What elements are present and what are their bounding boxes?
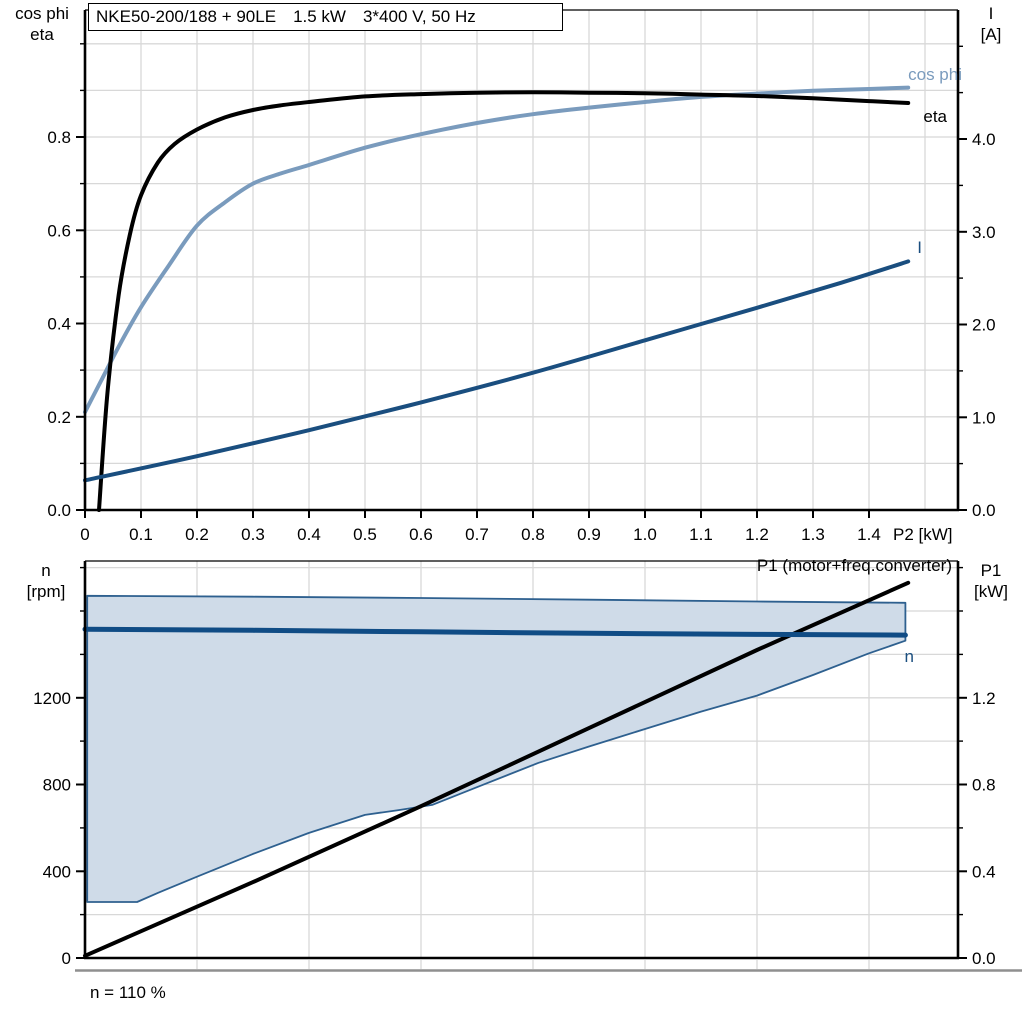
left-y-tick-label: 0.8 [47,128,71,147]
x-tick-label: 1.2 [745,525,769,544]
left-y-tick-label: 400 [43,862,71,881]
electrical-curves-chart: 0 0.1 0.2 0.3 0.4 0.5 0.6 0.7 0.8 0.9 1.0 1.1 1.2 1.3… [47,9,996,544]
left-y-tick-label: 0.0 [47,501,71,520]
x-tick-label: 0.6 [409,525,433,544]
x-tick-label: 0.9 [577,525,601,544]
right-y-tick-label: 1.2 [972,689,996,708]
p1-axis-title: P1 [980,561,1002,580]
bottom-right-axis-header: P1 [kW] [962,560,1020,602]
curve-cos-phi [83,85,911,415]
eta-axis-title: eta [30,25,54,44]
cos-phi-axis-title: cos phi [15,4,69,23]
right-y-tick-label: 2.0 [972,316,996,335]
x-tick-label: 0.5 [353,525,377,544]
left-y-tick-label: 0.4 [47,315,71,334]
current-axis-unit: [A] [980,25,1002,44]
right-y-tick-label: 4.0 [972,130,996,149]
x-tick-label: 1.0 [633,525,657,544]
top-right-axis-header: I [A] [962,3,1020,45]
x-tick-label: 0.7 [465,525,489,544]
right-y-tick-label: 0.0 [972,501,996,520]
speed-axis-unit: [rpm] [26,582,66,601]
x-axis-unit-label: P2 [kW] [893,525,953,544]
x-tick-label: 0.4 [297,525,321,544]
x-tick-label: 0.8 [521,525,545,544]
x-tick-label: 0.3 [241,525,265,544]
pump-model-label: NKE50-200/188 + 90LE [96,7,277,26]
x-tick-label: 1.1 [689,525,713,544]
x-tick-label: 0.1 [129,525,153,544]
left-y-tick-label: 0.6 [47,221,71,240]
left-y-tick-label: 0.2 [47,408,71,427]
curve-eta [97,90,911,512]
electrical-curves-frame [83,9,960,512]
right-y-tick-label: 0.0 [972,949,996,968]
top-left-axis-header: cos phi eta [4,3,80,45]
curve-n [82,626,908,638]
x-tick-label: 0 [80,525,89,544]
power-rating-label: 1.5 kW [293,7,346,26]
p1-axis-unit: [kW] [974,582,1008,601]
electrical-curves-gridlines [85,10,958,510]
curve-p1-motor-freq-converter- [83,580,911,958]
right-y-tick-label: 0.4 [972,862,996,881]
right-y-tick-label: 0.8 [972,776,996,795]
x-tick-label: 1.4 [857,525,881,544]
left-y-tick-label: 800 [43,776,71,795]
speed-curve-label: n [904,647,914,666]
voltage-frequency-label: 3*400 V, 50 Hz [362,7,476,26]
speed-percentage-note: n = 110 % [90,983,166,1002]
curve-i [83,259,911,483]
left-y-tick-label: 0 [62,949,71,968]
electrical-curves-ticks: 0 0.1 0.2 0.3 0.4 0.5 0.6 0.7 0.8 0.9 1.0 1.1 1.2 1.3… [47,43,996,544]
speed-axis-title: n [41,561,51,580]
right-y-tick-label: 1.0 [972,408,996,427]
x-tick-label: 1.3 [801,525,825,544]
bottom-left-axis-header: n [rpm] [10,560,82,602]
x-tick-label: 0.2 [185,525,209,544]
speed-power-ticks: 0 400 800 1200 0.0 0.4 0.8 1.2 [33,566,996,968]
left-y-tick-label: 1200 [33,689,71,708]
cos-phi-curve-label: cos phi [908,65,962,84]
right-y-tick-label: 3.0 [972,223,996,242]
eta-curve-label: eta [923,107,947,126]
chart-title-box: NKE50-200/188 + 90LE 1.5 kW 3*400 V, 50 Hz [88,3,563,31]
speed-power-chart: 0 400 800 1200 0.0 0.4 0.8 1.2 [33,560,1022,972]
speed-power-frame [83,560,960,960]
speed-range-area [86,594,907,903]
current-curve-label: I [917,238,922,257]
p1-curve-label: P1 (motor+freq.converter) [756,556,952,575]
current-axis-title: I [988,4,994,23]
